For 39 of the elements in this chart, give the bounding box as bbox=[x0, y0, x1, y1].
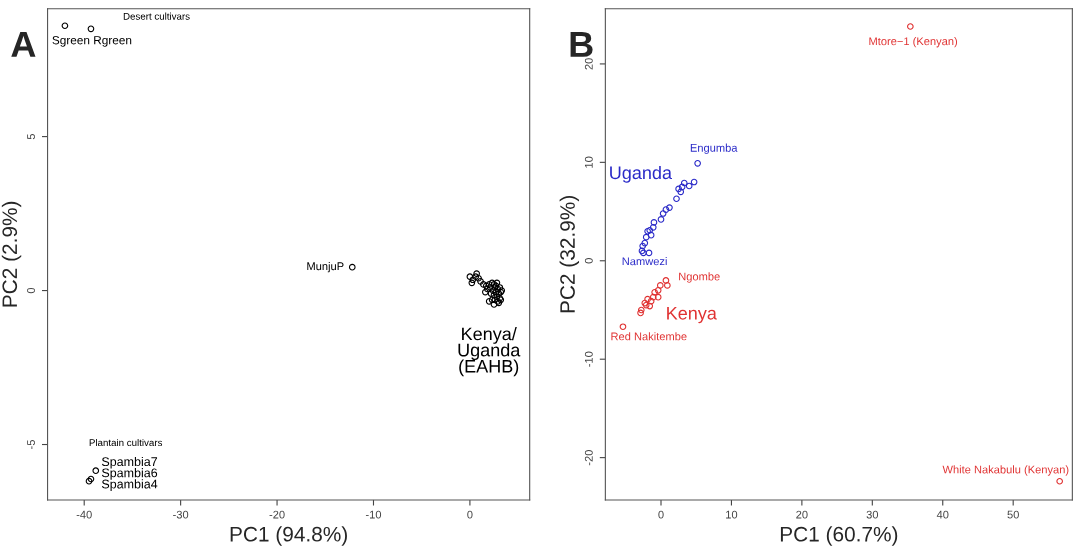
x-tick-label: 40 bbox=[936, 510, 949, 519]
x-tick-label: -30 bbox=[173, 510, 189, 519]
x-tick-label: 0 bbox=[467, 510, 473, 519]
annotation: Sgreen Rgreen bbox=[52, 36, 132, 47]
y-tick-label: 5 bbox=[27, 133, 35, 140]
x-tick-label: 30 bbox=[866, 510, 879, 519]
annotation: Plantain cultivars bbox=[89, 438, 163, 447]
y-tick-label: -10 bbox=[584, 351, 593, 367]
chart-title: B bbox=[570, 32, 593, 57]
annotation: White Nakabulu (Kenyan) bbox=[942, 465, 1069, 476]
x-tick-label: 0 bbox=[658, 510, 664, 519]
y-axis-title: PC2 (2.9%) bbox=[1, 201, 22, 307]
annotation: Kenya/ Uganda (EAHB) bbox=[458, 327, 521, 377]
annotation: Uganda bbox=[610, 165, 673, 183]
annotation: Kenya bbox=[667, 307, 717, 324]
annotation: Mtore−1 (Kenyan) bbox=[869, 37, 958, 48]
chart-title: A bbox=[11, 32, 36, 57]
y-tick-label: 0 bbox=[27, 287, 35, 294]
y-tick-label: -5 bbox=[27, 440, 35, 449]
y-tick-label: -20 bbox=[584, 450, 593, 466]
x-tick-label: -20 bbox=[269, 510, 285, 519]
x-axis-title: PC1 (60.7%) bbox=[780, 526, 898, 546]
x-tick-label: -40 bbox=[76, 510, 92, 519]
annotation: Spambia7 Spambia6 Spambia4 bbox=[101, 456, 158, 491]
x-tick-label: 10 bbox=[726, 510, 738, 519]
x-tick-label: 50 bbox=[1007, 510, 1019, 519]
y-tick-label: 0 bbox=[584, 258, 593, 264]
y-tick-label: 20 bbox=[584, 58, 593, 70]
annotation: Namwezi bbox=[622, 257, 667, 266]
annotation: Red Nakitembe bbox=[611, 332, 687, 341]
annotation: Engumba bbox=[690, 143, 738, 154]
annotation: Desert cultivars bbox=[123, 12, 190, 20]
y-tick-label: 10 bbox=[584, 156, 593, 168]
x-tick-label: -10 bbox=[365, 510, 382, 519]
annotation: Ngombe bbox=[679, 272, 720, 283]
x-tick-label: 20 bbox=[796, 510, 808, 519]
x-axis-title: PC1 (94.8%) bbox=[230, 526, 347, 546]
annotation: MunjuP bbox=[307, 261, 344, 273]
y-axis-title: PC2 (32.9%) bbox=[559, 196, 580, 313]
